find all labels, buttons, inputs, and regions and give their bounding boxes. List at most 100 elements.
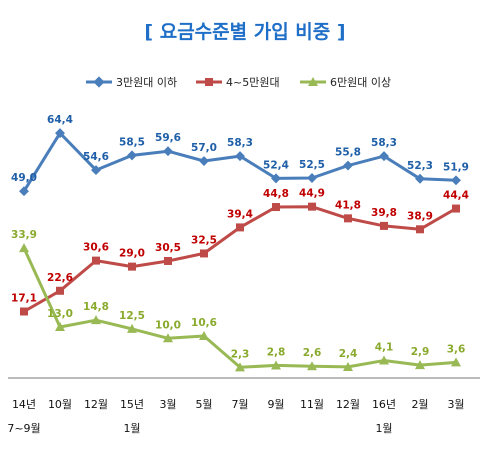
series-3-data-label: 13,0: [47, 308, 73, 320]
series-3-point: [55, 321, 65, 331]
series-3-point: [19, 243, 29, 253]
x-tick-label: 11월: [300, 398, 324, 411]
series-2-point: [416, 225, 424, 234]
series-2-data-label: 38,9: [407, 210, 433, 222]
series-3-data-label: 2,6: [303, 347, 322, 359]
series-1-data-label: 57,0: [191, 142, 217, 154]
series-3-point: [163, 333, 173, 343]
x-tick-label: 3월: [447, 398, 464, 411]
series-2-data-label: 39,4: [227, 208, 253, 220]
legend: 3만원대 이하 4~5만원대 6만원대 이상: [86, 75, 391, 89]
x-tick-label: 3월: [159, 398, 176, 411]
series-3-point: [307, 361, 317, 371]
x-tick-label: 7~9월: [7, 422, 40, 435]
series-1-data-label: 52,5: [299, 159, 325, 171]
x-tick-label: 12월: [84, 398, 108, 411]
x-tick-label: 15년: [120, 398, 144, 411]
series-1-data-label: 54,6: [83, 151, 109, 163]
x-tick-label: 16년: [372, 398, 396, 411]
plot-area: 49,0 64,4 54,6 58,5 59,6 57,0 58,3 52,4 52,5 55,8…: [11, 114, 469, 372]
series-3-data-label: 14,8: [83, 301, 109, 313]
series-2-data-label: 44,8: [263, 188, 289, 200]
series-3-point: [343, 361, 353, 371]
series-2-data-label: 44,4: [443, 190, 469, 202]
series-3-data-label: 4,1: [375, 342, 394, 354]
series-1-point: [235, 151, 245, 162]
x-tick-label: 14년: [12, 398, 36, 411]
series-3-point: [127, 323, 137, 333]
series-1-point: [451, 175, 461, 186]
series-1-point: [415, 173, 425, 184]
legend-label-series-3: 6만원대 이상: [330, 76, 391, 89]
series-2-point: [344, 214, 352, 223]
series-1-point: [199, 156, 209, 166]
series-2-data-label: 30,5: [155, 242, 181, 254]
series-1-point: [55, 128, 65, 139]
x-tick-label: 1월: [375, 422, 392, 435]
series-1-data-label: 58,3: [371, 137, 397, 149]
x-tick-label: 10월: [48, 398, 72, 411]
series-1-point: [19, 186, 29, 197]
series-2-point: [128, 262, 136, 271]
x-tick-labels: 14년 7~9월 10월 12월 15년 1월 3월 5월 7월 9월 11월 12월 16년 1월 2월 3…: [7, 398, 464, 435]
series-2-point: [92, 256, 100, 265]
series-2-point: [308, 202, 316, 211]
series-2: 17,1 22,6 30,6 29,0 30,5 32,5 39,4 44,8 44,9 41,8…: [11, 188, 469, 316]
series-1-point: [163, 146, 173, 157]
series-1-point: [127, 150, 137, 161]
series-1-data-label: 58,3: [227, 137, 253, 149]
x-tick-label: 9월: [267, 398, 284, 411]
series-3-data-label: 2,3: [231, 348, 250, 360]
series-2-point: [56, 286, 64, 295]
series-2-data-label: 22,6: [47, 272, 73, 284]
series-2-data-label: 30,6: [83, 242, 109, 254]
series-1-data-label: 55,8: [335, 147, 361, 159]
x-tick-label: 12월: [336, 398, 360, 411]
series-2-point: [236, 223, 244, 232]
legend-label-series-2: 4~5만원대: [226, 76, 280, 89]
series-3-point: [199, 331, 209, 341]
series-2-point: [20, 307, 28, 316]
series-2-data-label: 17,1: [11, 293, 37, 305]
series-3-point: [91, 315, 101, 325]
series-1-data-label: 52,4: [263, 159, 289, 171]
legend-label-series-1: 3만원대 이하: [116, 75, 177, 89]
series-2-point: [200, 249, 208, 258]
series-1: 49,0 64,4 54,6 58,5 59,6 57,0 58,3 52,4 52,5 55,8…: [11, 114, 469, 197]
x-tick-label: 2월: [411, 398, 428, 411]
series-2-data-label: 29,0: [119, 248, 145, 260]
series-2-point: [164, 256, 172, 265]
series-2-line: [23, 205, 457, 313]
series-1-data-label: 59,6: [155, 132, 181, 144]
series-2-point: [452, 204, 460, 213]
x-tick-label: 5월: [195, 398, 212, 411]
series-2-point: [380, 221, 388, 230]
series-1-data-label: 52,3: [407, 160, 433, 172]
series-1-data-label: 49,0: [11, 172, 37, 184]
series-2-data-label: 41,8: [335, 199, 361, 211]
series-3-data-label: 10,6: [191, 317, 217, 329]
series-3-data-label: 2,9: [411, 346, 430, 358]
series-3: 33,9 13,0 14,8 12,5 10,0 10,6 2,3 2,8 2,6 2,4 4,1 2…: [11, 229, 466, 372]
legend-item-series-1: 3만원대 이하: [86, 75, 177, 89]
series-1-point: [307, 173, 317, 183]
series-1-data-label: 51,9: [443, 161, 469, 173]
x-tick-label: 7월: [231, 398, 248, 411]
series-3-data-label: 3,6: [447, 343, 466, 355]
series-3-data-label: 33,9: [11, 229, 37, 241]
series-3-point: [415, 360, 425, 370]
series-1-data-label: 64,4: [47, 114, 73, 126]
legend-item-series-2: 4~5만원대: [196, 76, 280, 89]
series-1-point: [91, 165, 101, 176]
series-2-point: [272, 203, 280, 212]
legend-marker-series-3: [308, 77, 318, 86]
series-1-point: [343, 160, 353, 171]
series-1-point: [271, 173, 281, 184]
x-tick-label: 1월: [123, 422, 140, 435]
series-3-point: [271, 360, 281, 370]
series-2-data-label: 44,9: [299, 188, 325, 200]
series-3-point: [379, 355, 389, 365]
legend-marker-series-1: [93, 76, 105, 88]
series-3-data-label: 10,0: [155, 319, 181, 331]
